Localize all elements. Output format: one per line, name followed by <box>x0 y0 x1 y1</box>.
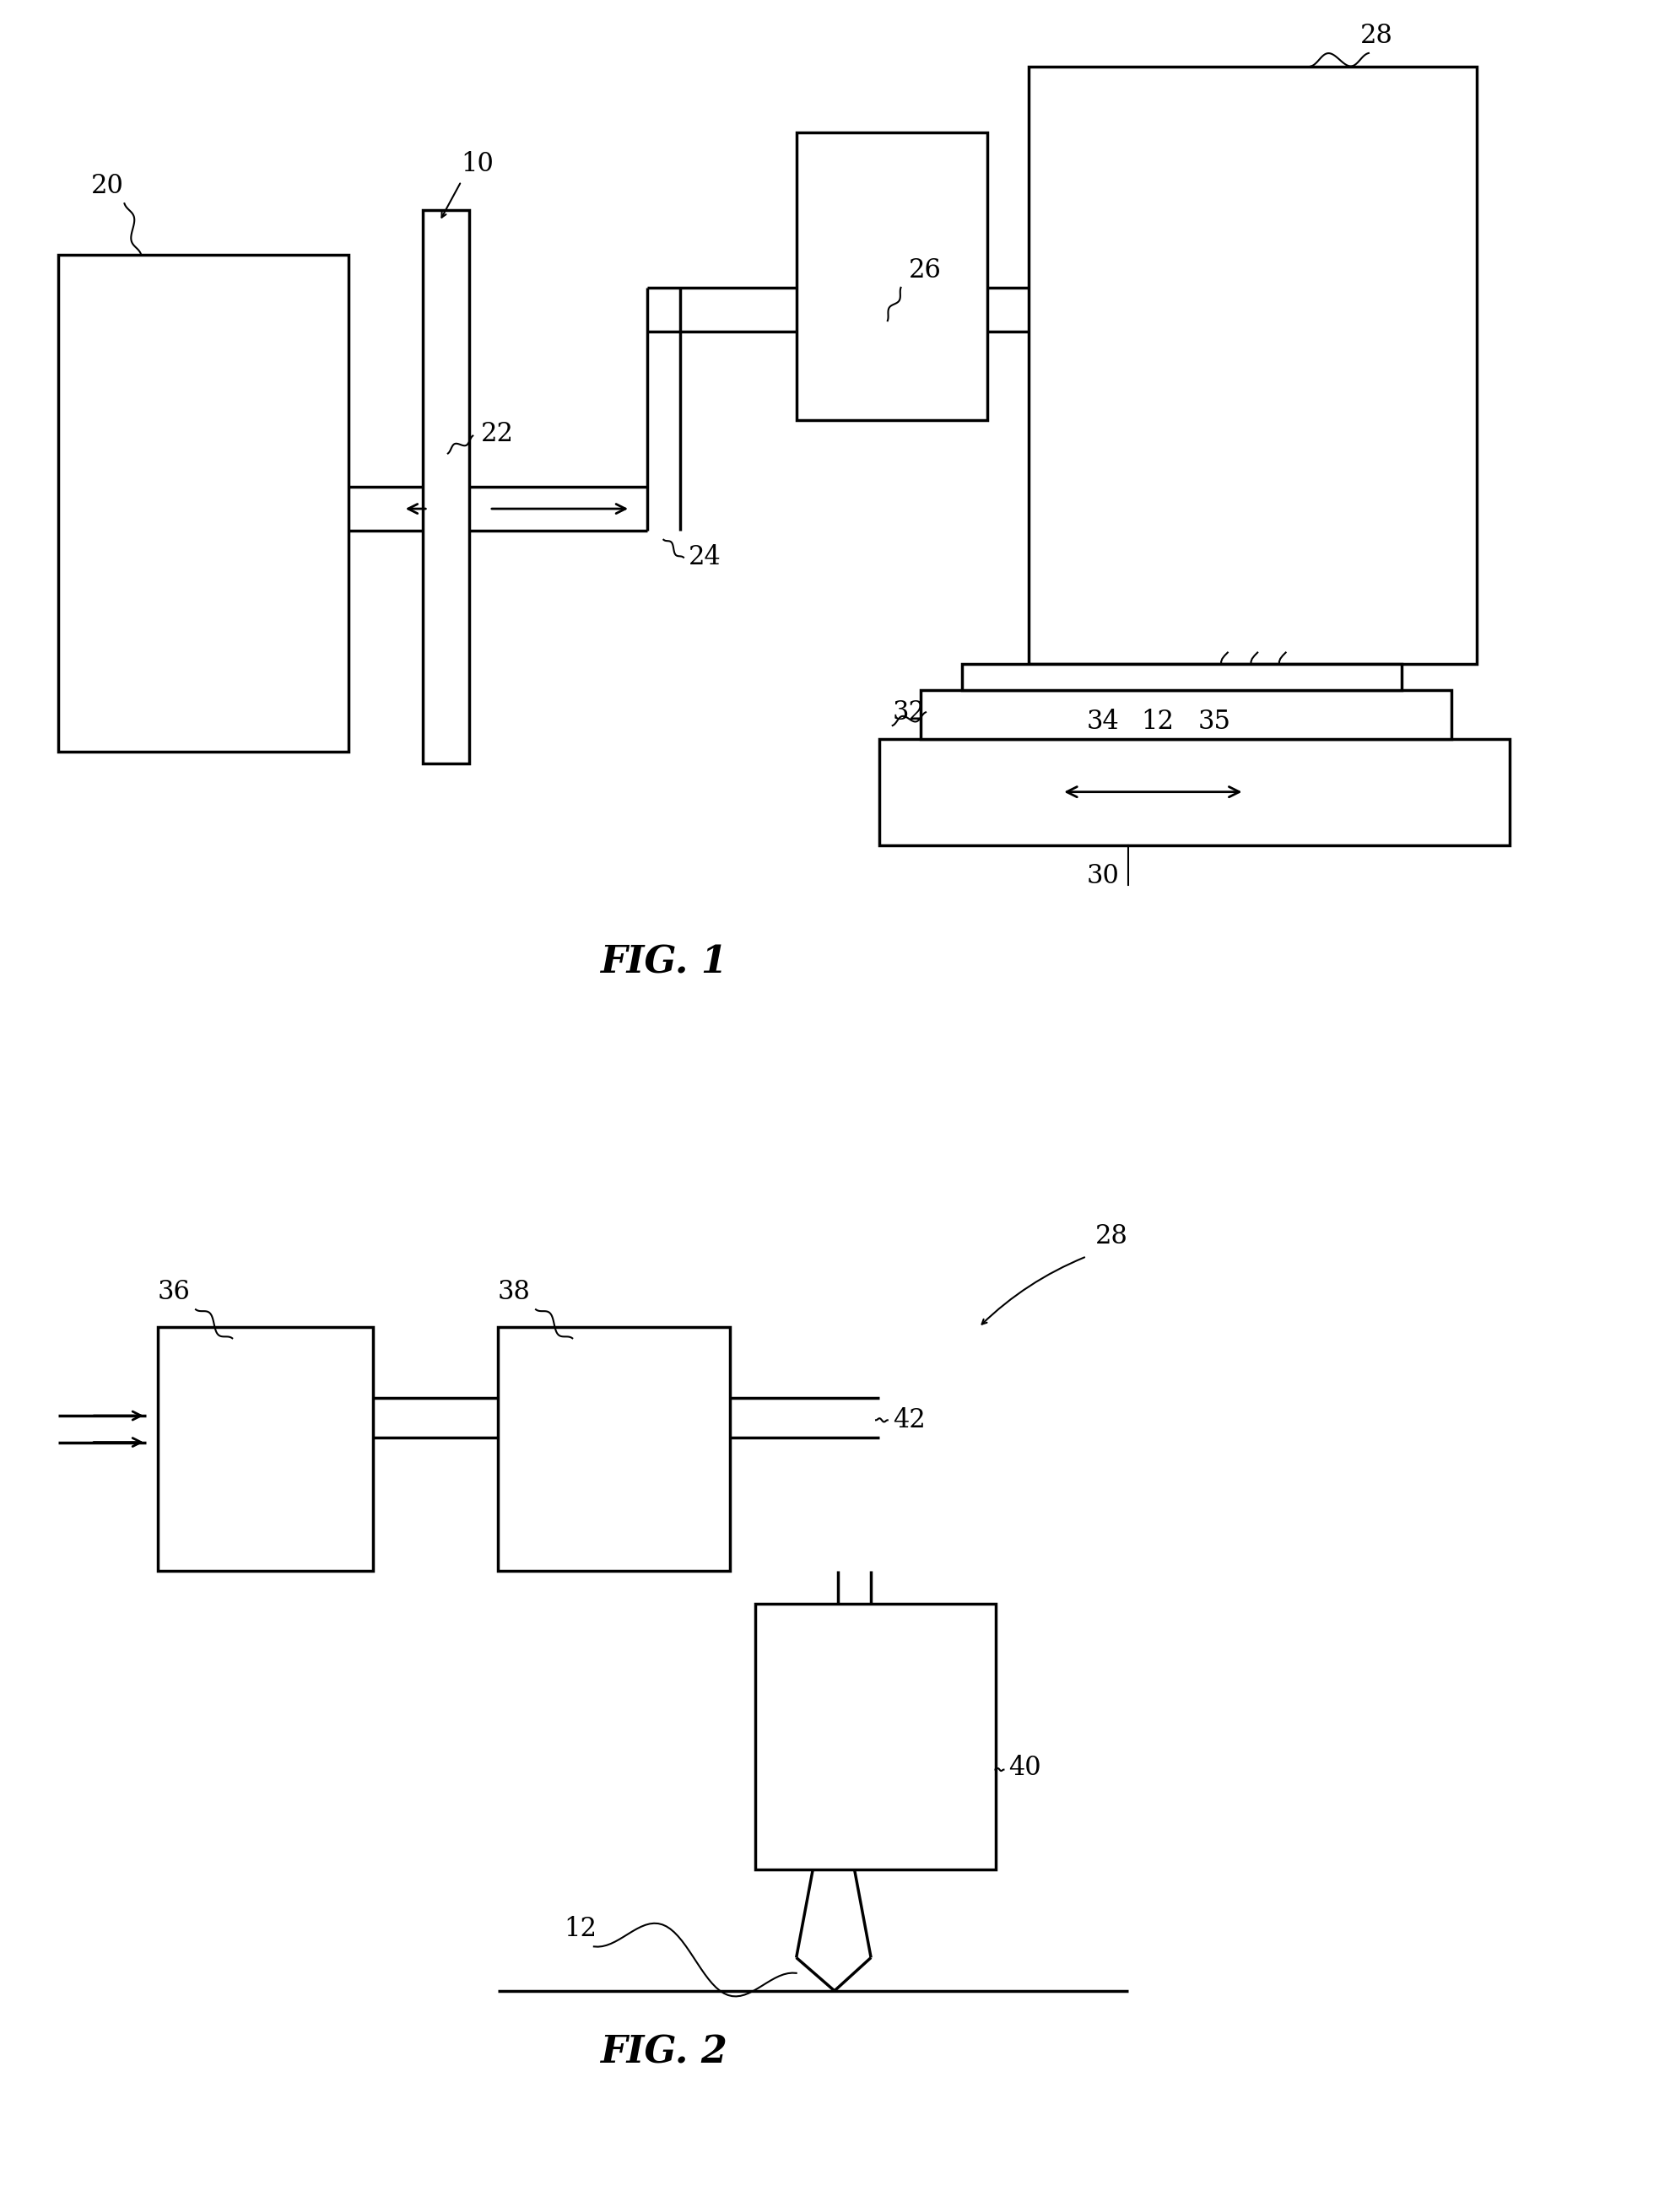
Bar <box>158 1327 373 1571</box>
Bar <box>962 664 1402 690</box>
Bar <box>796 133 987 420</box>
Text: 10: 10 <box>461 150 494 177</box>
Text: FIG. 1: FIG. 1 <box>601 945 727 980</box>
Text: 24: 24 <box>688 544 722 571</box>
Text: 20: 20 <box>91 173 124 199</box>
Text: 36: 36 <box>158 1279 191 1305</box>
Bar <box>1029 66 1477 664</box>
Text: 30: 30 <box>1087 863 1120 889</box>
Text: 22: 22 <box>481 420 514 447</box>
Text: 28: 28 <box>1360 22 1394 49</box>
Text: 12: 12 <box>564 1916 597 1942</box>
Text: FIG. 2: FIG. 2 <box>601 2035 727 2070</box>
Bar <box>879 739 1510 845</box>
Bar <box>755 1604 995 1869</box>
Text: 26: 26 <box>909 257 942 283</box>
Bar <box>423 210 469 763</box>
Text: 34: 34 <box>1087 708 1120 734</box>
Bar <box>498 1327 730 1571</box>
Text: 35: 35 <box>1198 708 1231 734</box>
Bar <box>58 254 348 752</box>
Text: 38: 38 <box>498 1279 531 1305</box>
Text: 40: 40 <box>1009 1754 1042 1781</box>
Text: 32: 32 <box>893 699 926 726</box>
Bar <box>921 690 1452 739</box>
Text: 42: 42 <box>893 1407 926 1433</box>
Text: 12: 12 <box>1141 708 1175 734</box>
Text: 28: 28 <box>1095 1223 1128 1250</box>
